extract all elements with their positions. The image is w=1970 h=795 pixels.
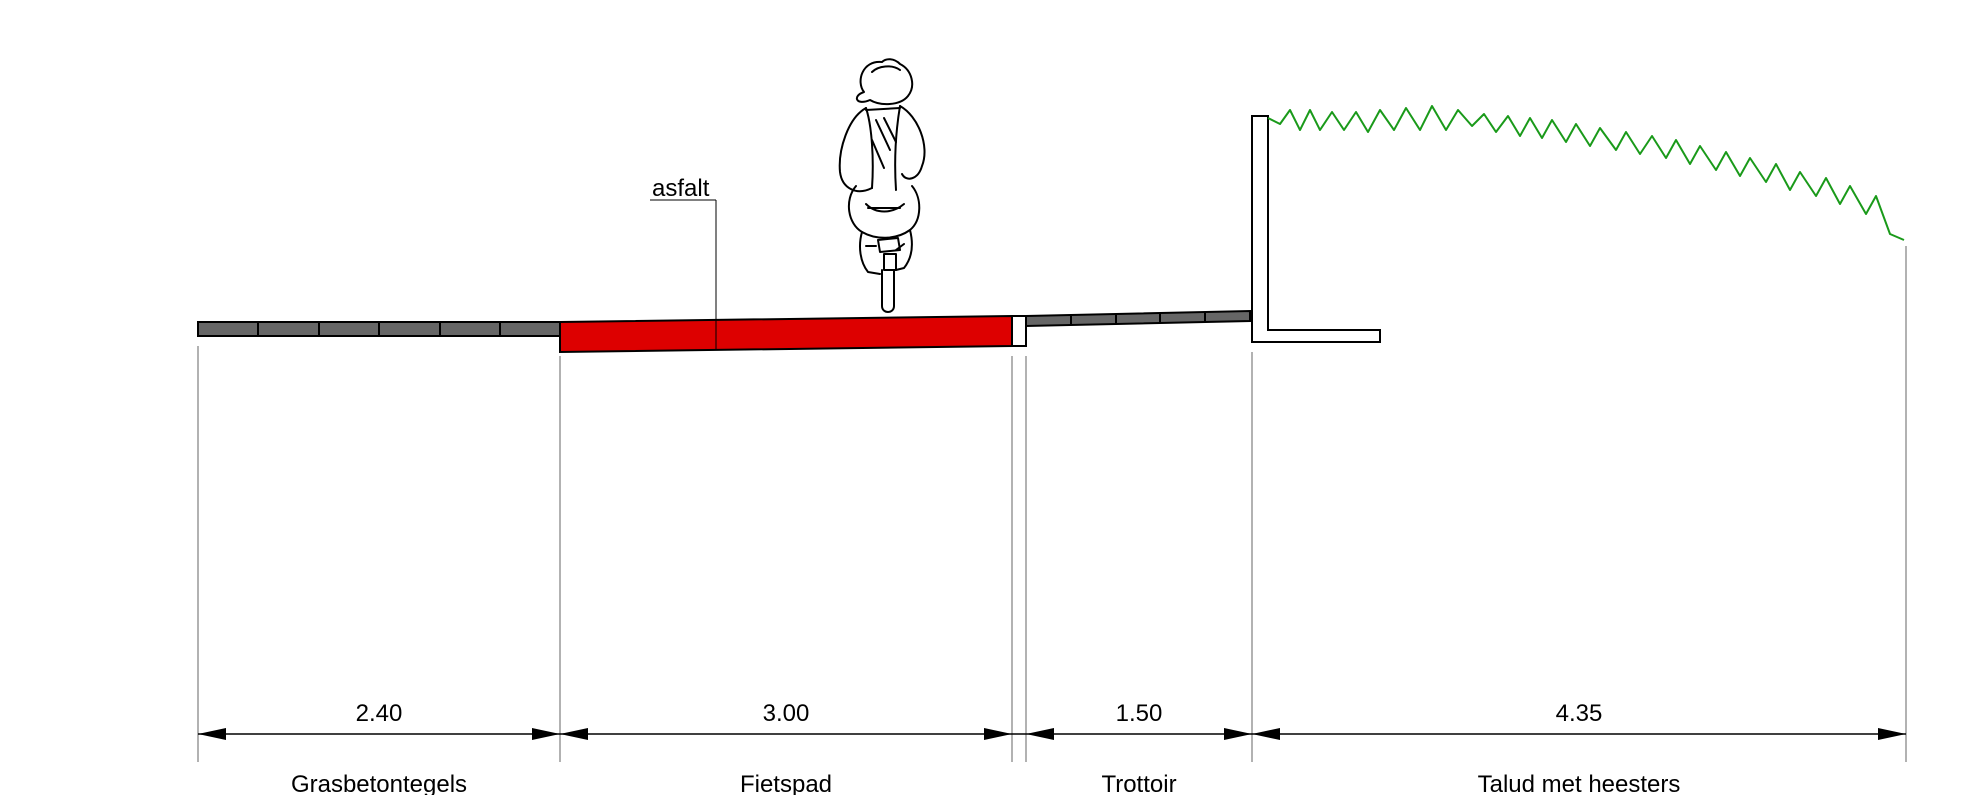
curb bbox=[1011, 315, 1027, 347]
extension-lines bbox=[197, 246, 1907, 762]
bike-path-asphalt bbox=[559, 314, 1013, 354]
sidewalk-tiles bbox=[1025, 309, 1251, 328]
hedge-shrubs bbox=[1267, 105, 1905, 241]
dimension-grasbeton: 2.40 bbox=[356, 700, 403, 727]
dimension-talud: 4.35 bbox=[1556, 700, 1603, 727]
label-talud: Talud met heesters bbox=[1478, 771, 1681, 795]
asphalt-annotation: asfalt bbox=[650, 175, 717, 340]
material-label: asfalt bbox=[652, 175, 710, 202]
retaining-wall bbox=[1251, 115, 1381, 343]
cyclist-figure bbox=[838, 58, 926, 313]
segment-labels: Grasbetontegels Fietspad Trottoir Talud … bbox=[291, 771, 1680, 795]
dimension-values: 2.40 3.00 1.50 4.35 bbox=[356, 700, 1603, 727]
grass-concrete-tiles bbox=[197, 321, 561, 337]
label-trottoir: Trottoir bbox=[1101, 771, 1176, 795]
label-grasbeton: Grasbetontegels bbox=[291, 771, 467, 795]
dimension-trottoir: 1.50 bbox=[1116, 700, 1163, 727]
dimension-line bbox=[198, 728, 1906, 740]
dimension-fietspad: 3.00 bbox=[763, 700, 810, 727]
label-fietspad: Fietspad bbox=[740, 771, 832, 795]
